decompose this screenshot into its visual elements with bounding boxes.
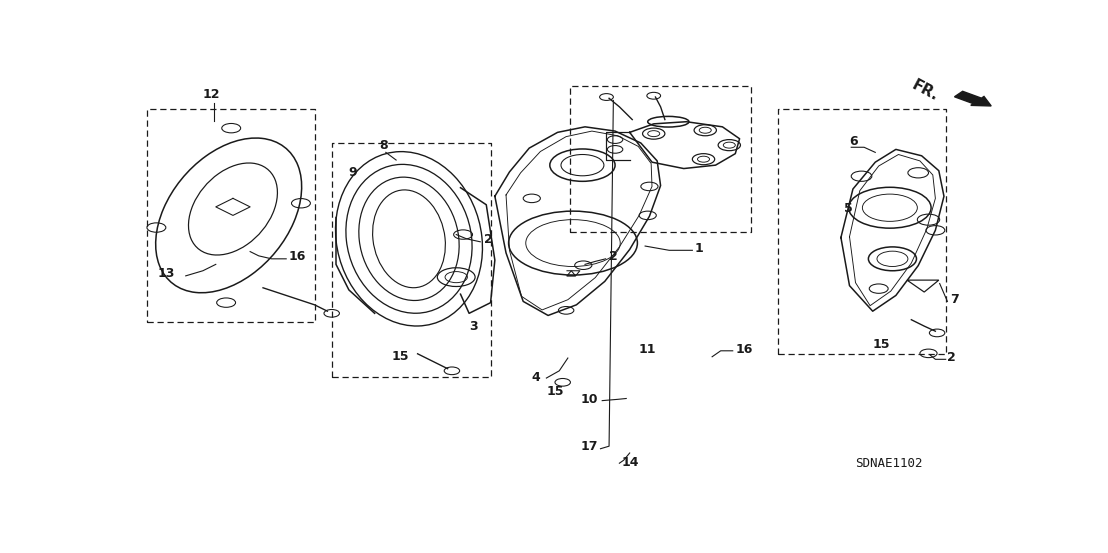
Text: 16: 16 — [289, 250, 306, 263]
Text: 15: 15 — [391, 350, 409, 363]
Text: FR.: FR. — [910, 78, 942, 105]
Text: 15: 15 — [872, 338, 890, 351]
Text: 16: 16 — [736, 342, 752, 356]
Text: 11: 11 — [638, 342, 656, 356]
Text: 14: 14 — [622, 456, 638, 469]
Text: 7: 7 — [950, 293, 958, 306]
Text: 2: 2 — [947, 351, 956, 364]
FancyArrow shape — [954, 91, 992, 106]
Text: 2: 2 — [484, 233, 492, 246]
Text: 10: 10 — [581, 393, 598, 406]
Text: 17: 17 — [581, 440, 598, 453]
Text: 12: 12 — [203, 88, 220, 101]
Text: 15: 15 — [546, 385, 564, 398]
Text: 5: 5 — [844, 202, 853, 215]
Text: 8: 8 — [379, 139, 388, 152]
Text: 2: 2 — [609, 250, 618, 263]
Text: 1: 1 — [695, 242, 704, 254]
Text: 9: 9 — [348, 166, 357, 179]
Text: 6: 6 — [850, 135, 858, 148]
Text: SDNAE1102: SDNAE1102 — [855, 457, 923, 469]
Text: 4: 4 — [532, 371, 541, 384]
Text: 3: 3 — [469, 320, 478, 332]
Text: 13: 13 — [157, 267, 175, 280]
